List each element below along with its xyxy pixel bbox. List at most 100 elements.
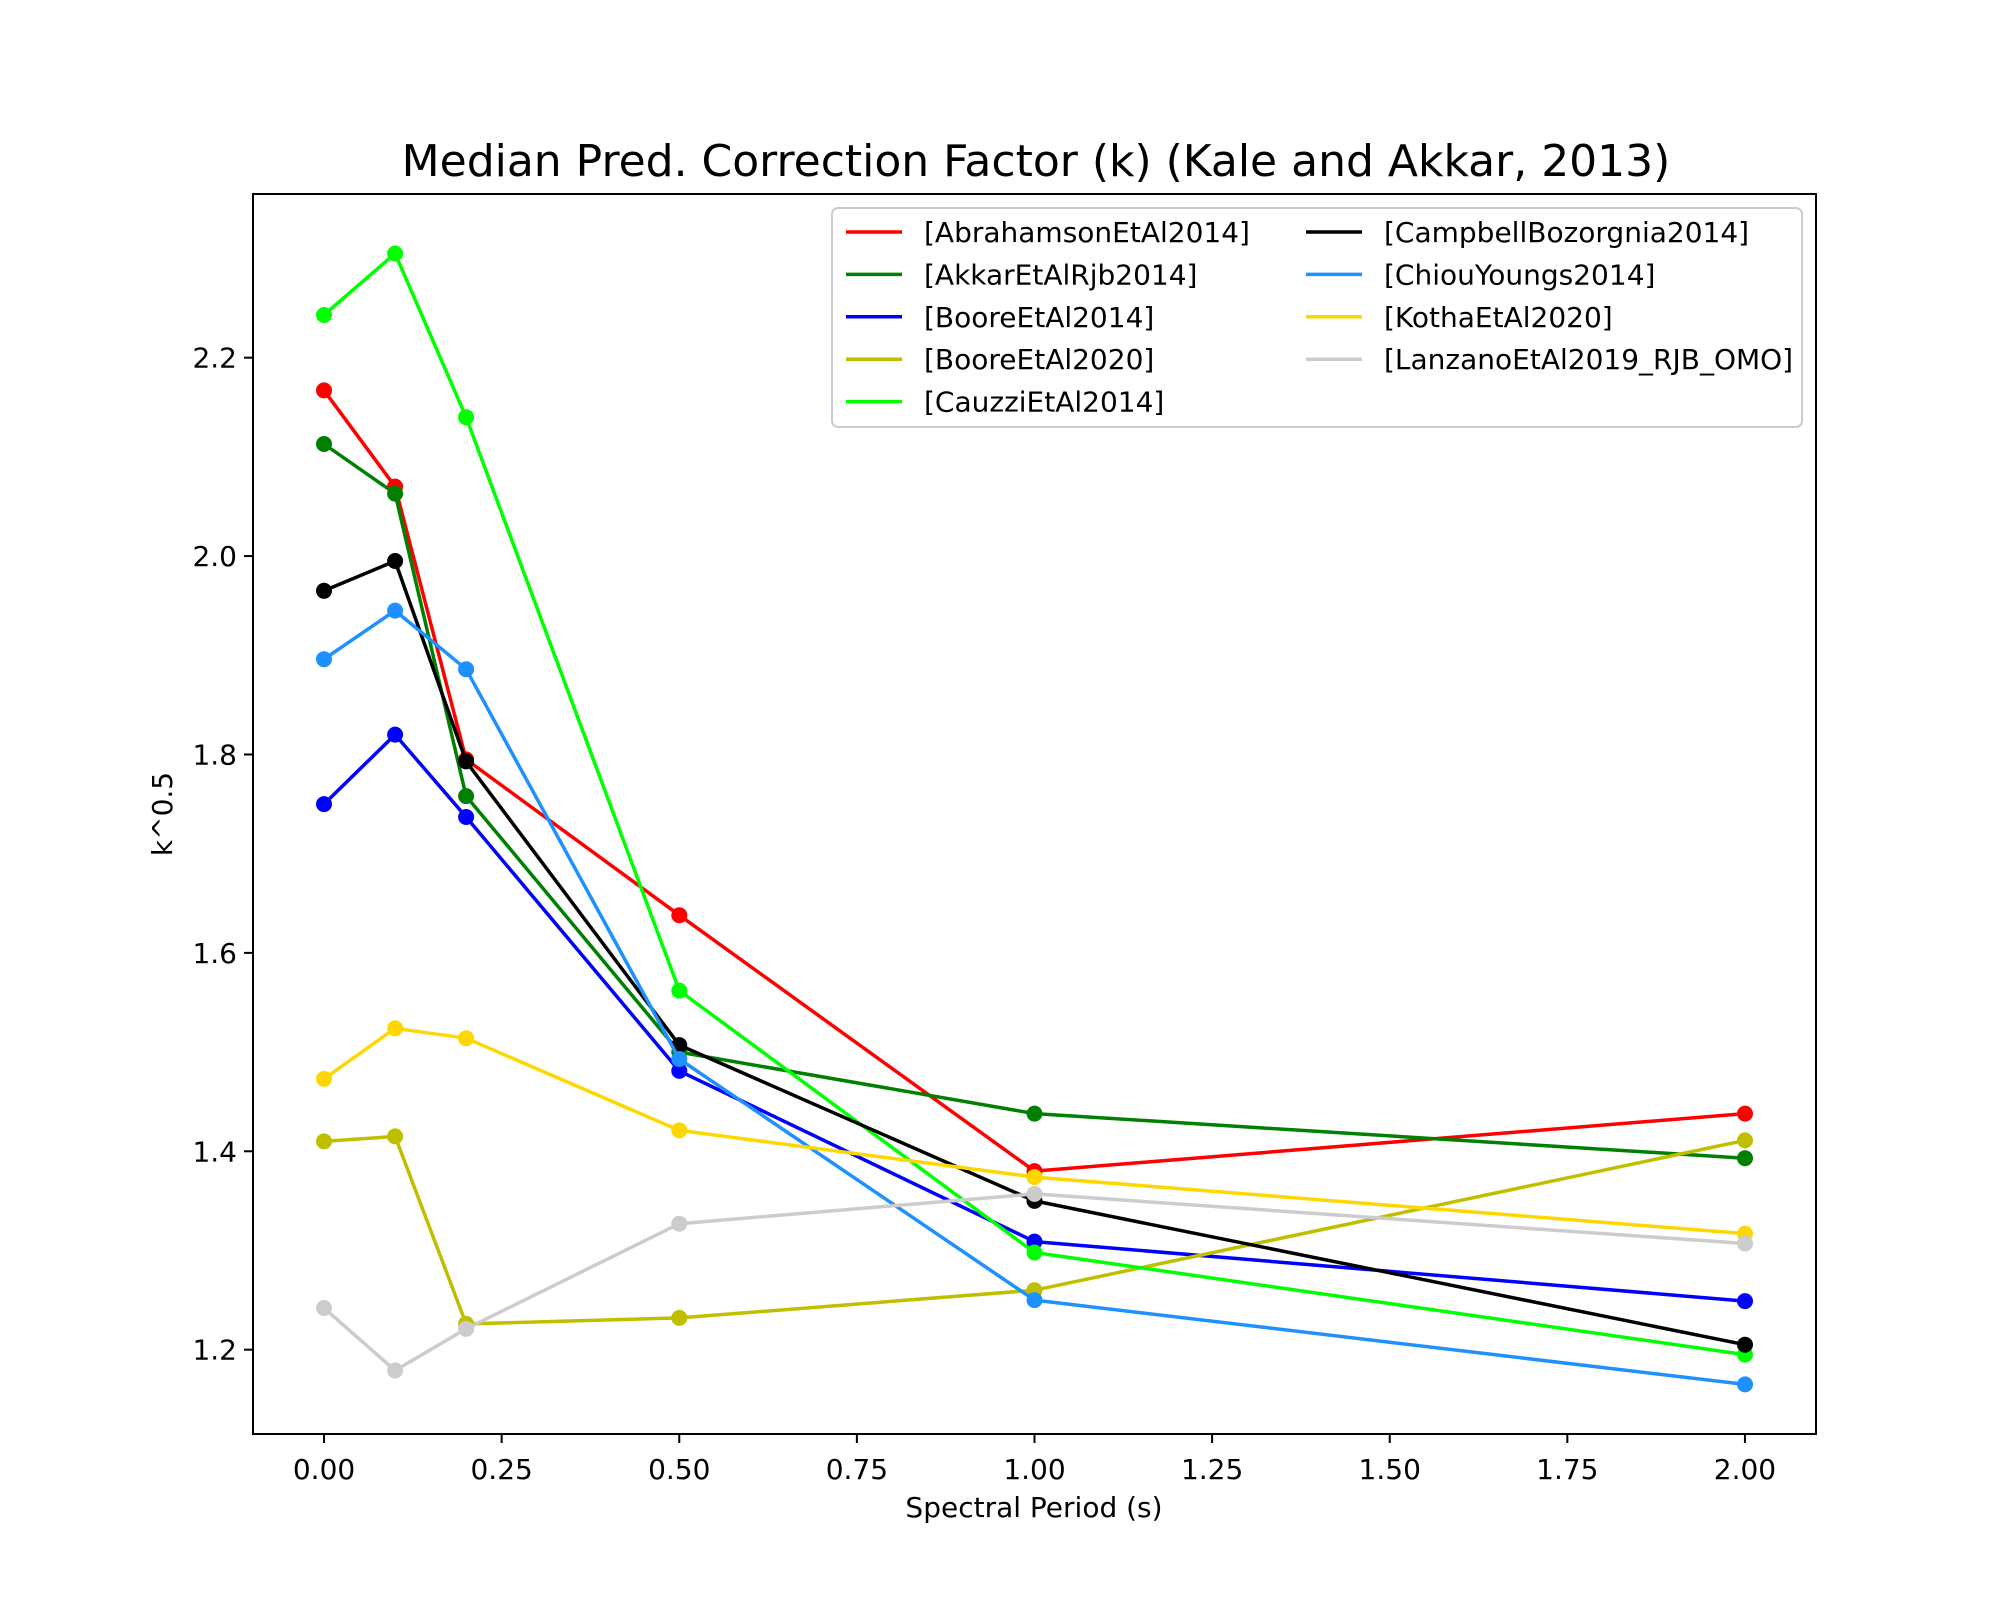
- data-point: [316, 307, 332, 323]
- data-point: [458, 753, 475, 770]
- data-point: [671, 1051, 688, 1067]
- data-point: [671, 1215, 688, 1232]
- y-tick-label: 2.2: [192, 342, 237, 375]
- x-tick-label: 2.00: [1714, 1453, 1776, 1486]
- data-point: [671, 1122, 688, 1139]
- legend-label: [BooreEtAl2020]: [924, 343, 1154, 376]
- legend-item: [AbrahamsonEtAl2014]: [846, 216, 1250, 249]
- data-point: [1026, 1292, 1043, 1309]
- legend-item: [LanzanoEtAl2019_RJB_OMO]: [1306, 343, 1793, 376]
- data-point: [316, 1070, 332, 1087]
- series-line-3: [323, 1134, 1746, 1326]
- series-line-0: [322, 389, 1746, 1173]
- data-point: [458, 661, 475, 678]
- y-tick-label: 2.0: [192, 540, 237, 573]
- series-5: [316, 553, 1753, 1353]
- x-tick-label: 0.00: [293, 1453, 355, 1486]
- x-axis: 0.00 0.25 0.50 0.75 1.00 1.25 1.50 1.75 2.00: [293, 1434, 1776, 1486]
- data-point: [387, 1362, 404, 1379]
- series-8: [316, 1185, 1753, 1379]
- y-tick-label: 1.4: [192, 1135, 237, 1168]
- series-line-2: [322, 732, 1746, 1303]
- data-point: [316, 1133, 332, 1150]
- legend-item: [CampbellBozorgnia2014]: [1306, 216, 1749, 249]
- series-line-8: [322, 1192, 1746, 1373]
- legend-label: [BooreEtAl2014]: [924, 301, 1154, 334]
- data-point: [1737, 1336, 1753, 1353]
- data-point: [1737, 1105, 1753, 1122]
- data-point: [387, 726, 404, 743]
- x-tick-label: 1.00: [1003, 1453, 1065, 1486]
- data-point: [316, 582, 332, 599]
- data-point: [1026, 1185, 1043, 1202]
- data-point: [1737, 1235, 1753, 1252]
- x-tick-label: 0.25: [470, 1453, 532, 1486]
- legend: [AbrahamsonEtAl2014] [AkkarEtAlRjb2014] [B…: [831, 207, 1803, 428]
- data-point: [1026, 1105, 1043, 1122]
- series-line-4: [322, 251, 1746, 1357]
- y-axis-label: k^0.5: [146, 772, 179, 856]
- data-point: [387, 485, 404, 502]
- data-point: [316, 651, 332, 668]
- data-point: [316, 1300, 332, 1316]
- series-line-5: [323, 559, 1746, 1347]
- data-point: [671, 1309, 688, 1326]
- y-axis: 1.2 1.4 1.6 1.8 2.0 2.2: [192, 342, 253, 1367]
- y-tick-label: 1.2: [192, 1334, 237, 1367]
- series-7: [316, 1020, 1753, 1242]
- series-line-7: [322, 1026, 1746, 1236]
- data-point: [1737, 1293, 1753, 1310]
- data-point: [458, 409, 475, 426]
- data-point: [671, 982, 688, 999]
- chart-title: Median Pred. Correction Factor (k) (Kale…: [402, 136, 1671, 187]
- legend-item: [BooreEtAl2020]: [846, 343, 1154, 376]
- legend-label: [AbrahamsonEtAl2014]: [924, 216, 1250, 249]
- legend-item: [AkkarEtAlRjb2014]: [846, 258, 1197, 291]
- series-line-1: [322, 442, 1746, 1160]
- series-6: [316, 602, 1753, 1393]
- series-1: [316, 436, 1753, 1167]
- legend-label: [CauzziEtAl2014]: [924, 386, 1164, 419]
- x-tick-label: 0.50: [648, 1453, 710, 1486]
- data-point: [1026, 1169, 1043, 1186]
- series-layer: [316, 245, 1753, 1393]
- legend-item: [BooreEtAl2014]: [846, 301, 1154, 334]
- legend-label: [LanzanoEtAl2019_RJB_OMO]: [1384, 343, 1793, 376]
- series-line-6: [323, 608, 1746, 1387]
- data-point: [387, 245, 404, 262]
- series-2: [316, 726, 1753, 1310]
- legend-item: [KothaEtAl2020]: [1306, 301, 1613, 334]
- x-tick-label: 1.75: [1536, 1453, 1598, 1486]
- series-0: [316, 382, 1753, 1180]
- data-point: [316, 796, 332, 813]
- legend-label: [ChiouYoungs2014]: [1384, 258, 1655, 291]
- x-tick-label: 0.75: [826, 1453, 888, 1486]
- data-point: [316, 436, 332, 452]
- data-point: [458, 788, 475, 805]
- data-point: [1737, 1150, 1753, 1167]
- data-point: [458, 1320, 475, 1337]
- data-point: [316, 382, 332, 399]
- legend-label: [CampbellBozorgnia2014]: [1384, 216, 1749, 249]
- x-tick-label: 1.50: [1359, 1453, 1421, 1486]
- data-point: [387, 602, 404, 619]
- x-axis-label: Spectral Period (s): [905, 1491, 1162, 1524]
- series-4: [316, 245, 1753, 1363]
- legend-item: [CauzziEtAl2014]: [846, 386, 1164, 419]
- y-tick-label: 1.8: [192, 738, 237, 771]
- data-point: [387, 1020, 404, 1037]
- legend-label: [KothaEtAl2020]: [1384, 301, 1613, 334]
- data-point: [458, 1030, 475, 1047]
- data-point: [1026, 1244, 1043, 1261]
- x-tick-label: 1.25: [1181, 1453, 1243, 1486]
- data-point: [1737, 1132, 1753, 1149]
- data-point: [458, 809, 475, 825]
- legend-label: [AkkarEtAlRjb2014]: [924, 258, 1197, 291]
- legend-item: [ChiouYoungs2014]: [1306, 258, 1655, 291]
- y-tick-label: 1.6: [192, 937, 237, 970]
- data-point: [1737, 1376, 1753, 1393]
- data-point: [671, 907, 688, 924]
- data-point: [671, 1062, 688, 1079]
- data-point: [387, 1128, 404, 1145]
